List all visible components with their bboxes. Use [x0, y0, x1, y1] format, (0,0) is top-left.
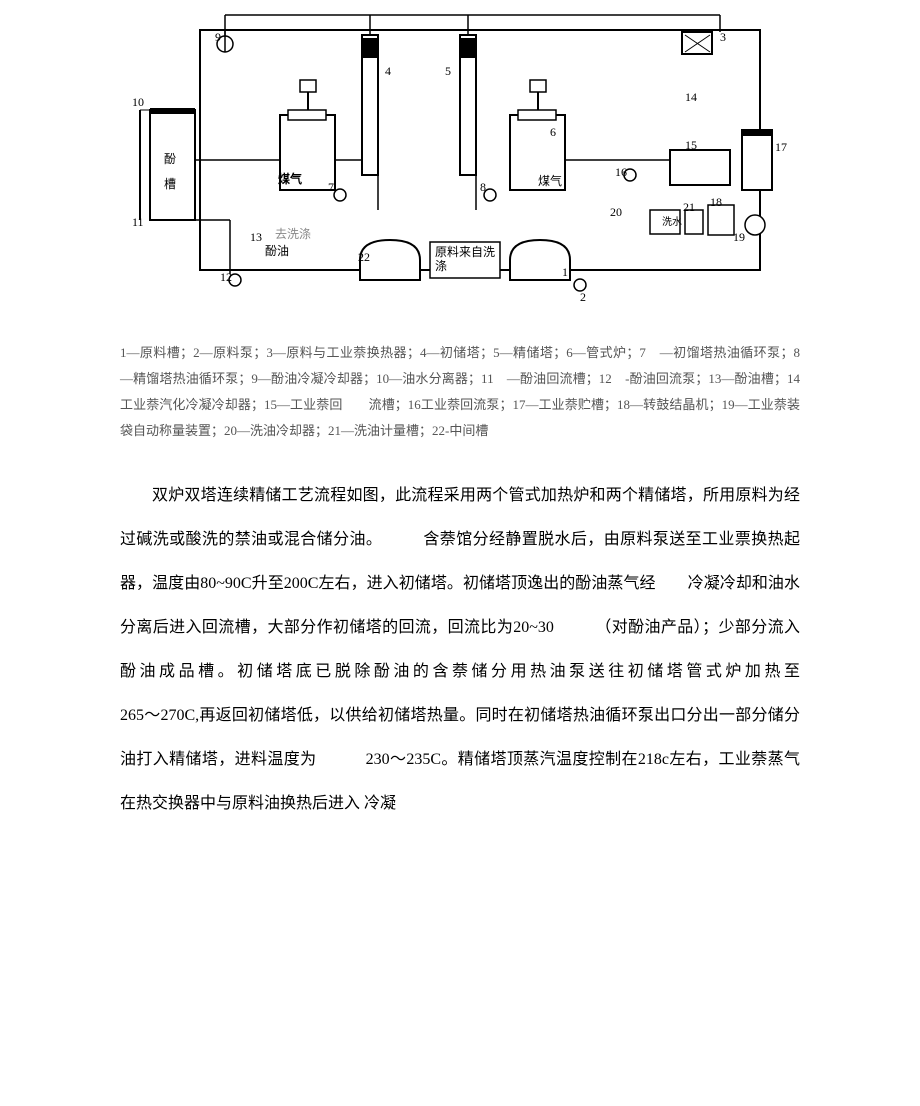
diagram-num-12: 12 — [220, 270, 232, 285]
body-paragraph-1: 双炉双塔连续精储工艺流程如图，此流程采用两个管式加热炉和两个精储塔，所用原料为经… — [120, 474, 800, 826]
diagram-num-7: 7 — [328, 180, 334, 195]
diagram-num-9: 9 — [215, 30, 221, 45]
diagram-num-3: 3 — [720, 30, 726, 45]
diagram-label-meiqi2: 煤气 — [538, 172, 562, 189]
diagram-num-22: 22 — [358, 250, 370, 265]
diagram-num-14: 14 — [685, 90, 697, 105]
document-page: 9 4 5 3 10 11 12 13 7 8 6 22 1 2 16 15 1… — [0, 10, 920, 866]
diagram-num-4: 4 — [385, 64, 391, 79]
diagram-label-fenyou2: 酚油 — [265, 242, 289, 259]
diagram-num-11: 11 — [132, 215, 144, 230]
diagram-num-8: 8 — [480, 180, 486, 195]
diagram-num-10: 10 — [132, 95, 144, 110]
diagram-num-6: 6 — [550, 125, 556, 140]
diagram-num-18: 18 — [710, 195, 722, 210]
diagram-num-2: 2 — [580, 290, 586, 305]
diagram-label-yuanliao: 原料来自洗涤 — [435, 245, 495, 273]
diagram-num-1: 1 — [562, 265, 568, 280]
diagram-label-fen: 酚 — [164, 150, 176, 167]
diagram-num-16: 16 — [615, 165, 627, 180]
diagram-num-21: 21 — [683, 200, 695, 215]
diagram-num-19: 19 — [733, 230, 745, 245]
diagram-label-quxidi: 去洗涤 — [275, 225, 311, 242]
diagram-num-5: 5 — [445, 64, 451, 79]
diagram-label-meiqi1: 煤气 — [278, 170, 302, 187]
diagram-num-20: 20 — [610, 205, 622, 220]
process-flow-diagram: 9 4 5 3 10 11 12 13 7 8 6 22 1 2 16 15 1… — [130, 10, 790, 310]
legend-text: 1—原料槽；2—原料泵；3—原料与工业萘换热器；4—初储塔；5—精储塔；6—管式… — [120, 345, 813, 438]
diagram-label-cao: 槽 — [164, 175, 176, 192]
diagram-num-17: 17 — [775, 140, 787, 155]
body-text: 双炉双塔连续精储工艺流程如图，此流程采用两个管式加热炉和两个精储塔，所用原料为经… — [120, 474, 800, 826]
diagram-num-13: 13 — [250, 230, 262, 245]
diagram-label-xishui: 洗水 — [662, 213, 682, 228]
diagram-num-15: 15 — [685, 138, 697, 153]
diagram-legend: 1—原料槽；2—原料泵；3—原料与工业萘换热器；4—初储塔；5—精储塔；6—管式… — [120, 340, 800, 444]
